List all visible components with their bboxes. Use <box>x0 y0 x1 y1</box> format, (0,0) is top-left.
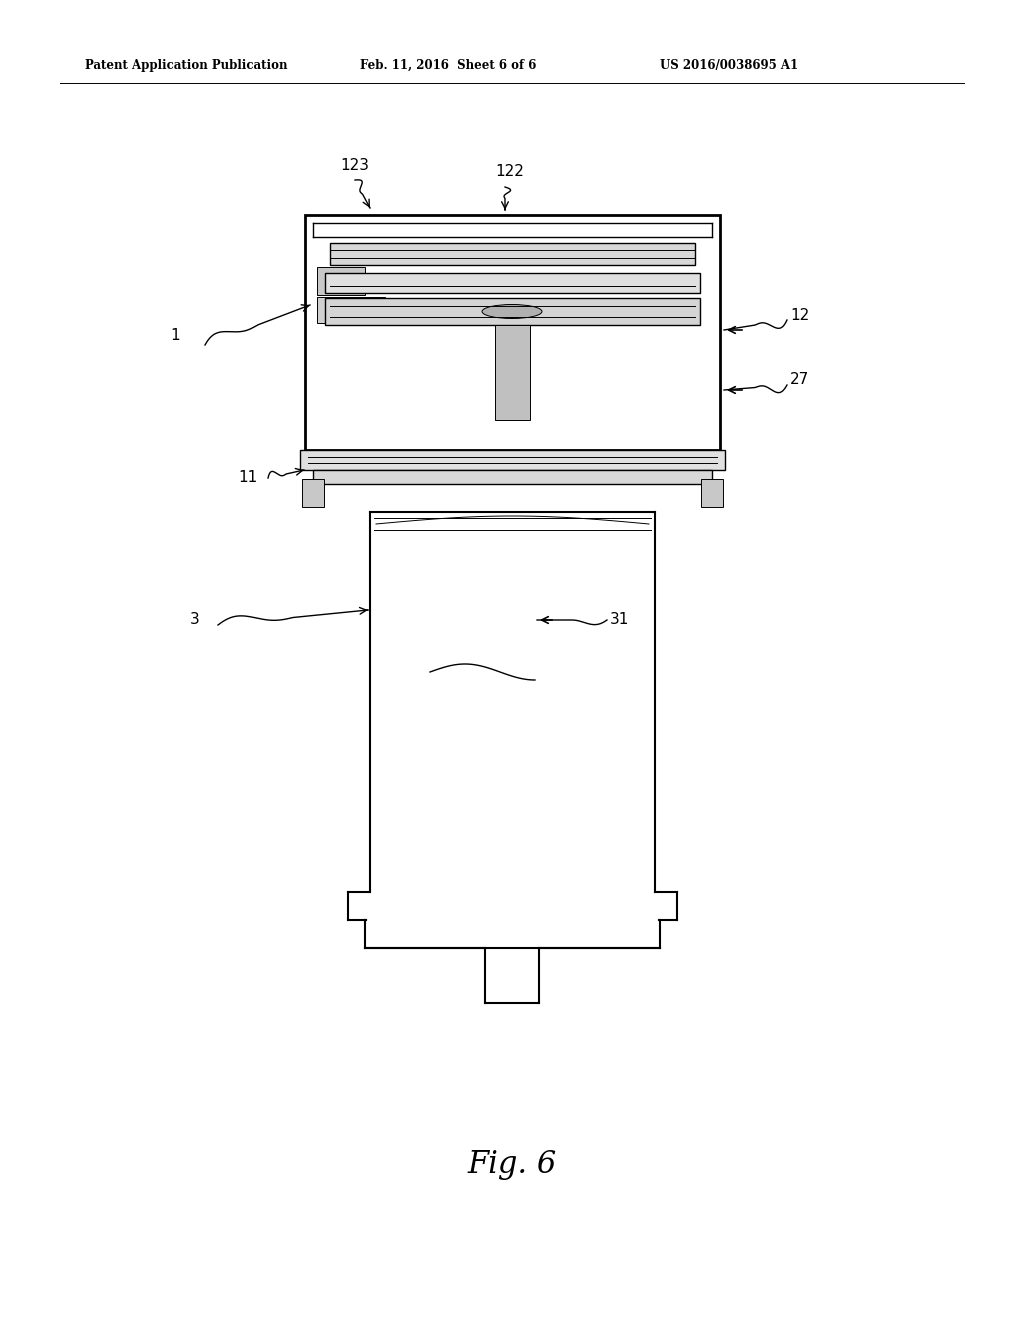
Text: Patent Application Publication: Patent Application Publication <box>85 58 288 71</box>
Bar <box>317 267 365 294</box>
Text: 1: 1 <box>170 327 180 342</box>
Text: 3: 3 <box>190 612 200 627</box>
Text: 27: 27 <box>790 372 809 388</box>
Bar <box>313 470 712 484</box>
Text: 31: 31 <box>610 612 630 627</box>
Text: US 2016/0038695 A1: US 2016/0038695 A1 <box>660 58 798 71</box>
Bar <box>330 243 695 265</box>
Bar <box>305 215 720 450</box>
Text: 123: 123 <box>341 157 370 173</box>
Text: 122: 122 <box>496 165 524 180</box>
Text: 11: 11 <box>239 470 258 486</box>
Ellipse shape <box>482 305 542 318</box>
Bar <box>701 479 723 507</box>
Bar <box>302 479 324 507</box>
Text: Feb. 11, 2016  Sheet 6 of 6: Feb. 11, 2016 Sheet 6 of 6 <box>360 58 537 71</box>
Bar <box>325 298 700 325</box>
Text: 12: 12 <box>790 308 809 322</box>
Bar <box>300 450 725 470</box>
Text: Fig. 6: Fig. 6 <box>467 1150 557 1180</box>
Bar <box>325 273 700 293</box>
Bar <box>317 297 385 323</box>
Bar <box>495 325 530 420</box>
